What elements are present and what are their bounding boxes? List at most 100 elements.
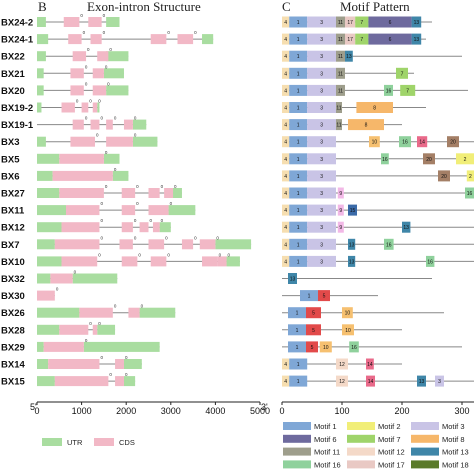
panel-c-title: Motif Pattern [340,0,410,14]
gene-label: BX3 [1,137,19,148]
gene-structure: 0 0 0 0 0 [37,235,252,250]
motif-number: 5 [312,311,315,317]
cds-block [48,359,100,369]
motif-block [282,67,290,79]
motif-legend-label: Motif 1 [314,422,337,431]
phase-label: 0 [138,252,141,257]
phase-label: 0 [114,304,117,309]
gene-label: BX20 [1,86,25,97]
panel-b-axis: 5' 3' 0 1000 2000 3000 4000 5000 [30,401,270,416]
motif-block [342,324,354,336]
phase-label: 0 [105,184,108,189]
gene-label: BX5 [1,154,20,165]
phase-label: 0 [89,321,92,326]
motif-row: 13 [282,273,432,284]
utr-block [132,136,158,147]
gene-structure: 0 [37,167,129,181]
phase-label: 0 [134,116,137,121]
motif-block [289,102,308,113]
cds-block [72,119,84,130]
motif-block [282,33,290,45]
gene-label: BX27 [1,189,25,200]
motif-block [282,102,290,113]
motif-block [307,187,336,199]
motif-block [345,16,356,28]
motif-number: 16 [351,345,357,351]
phase-label: 0 [167,30,170,35]
phase-label: 0 [109,372,112,377]
motif-block [289,119,308,131]
phase-label: 0 [100,235,103,240]
utr-block [37,307,80,318]
utr-block [37,136,46,147]
phase-label: 0 [96,133,99,138]
motif-block [466,170,474,182]
motif-legend-swatch [411,460,439,469]
motif-block [336,375,348,387]
axis-tick-label: 100 [334,406,349,416]
phase-label: 0 [105,64,108,69]
motif-block [381,153,389,165]
motif-block [435,375,444,387]
utr-block [37,376,55,387]
motif-number: 1 [297,123,300,129]
motif-block [282,204,290,216]
cds-block [139,222,149,233]
motif-block [289,375,308,387]
cds-block [70,136,95,147]
gene-label: BX24-2 [1,18,33,29]
motif-number: 3 [320,54,323,60]
motif-number: 3 [438,379,441,385]
phase-label: 0 [85,338,88,343]
motif-block [282,375,290,387]
motif-block [348,204,357,216]
motif-number: 16 [382,157,388,163]
gene-label: BX22 [1,52,25,63]
gene-label: BX26 [1,308,25,319]
motif-block [289,358,308,370]
motif-number: 4 [284,242,287,248]
phase-label: 0 [141,304,144,309]
cds-block [202,256,218,267]
motif-legend-swatch [347,447,375,456]
motif-number: 7 [406,88,409,94]
cds-block [90,119,100,130]
cds-block [148,188,160,198]
utr-block [106,51,129,62]
cds-block [123,119,133,130]
motif-block [426,255,435,267]
motif-number: 1 [297,191,300,197]
motif-block [307,221,336,233]
motif-number: 16 [386,242,392,248]
motif-number: 12 [339,379,345,385]
gene-label: BX10 [1,257,25,268]
motif-row: 4 1 12 14 13 3 [282,375,474,387]
motif-number: 10 [372,140,378,146]
gene-label: BX28 [1,325,25,336]
motif-number: 1 [297,208,300,214]
motif-legend-label: Motif 17 [378,460,405,469]
cds-block [70,85,84,96]
cds-block [50,273,73,284]
cds-block [61,222,100,233]
motif-legend-label: Motif 2 [378,422,401,431]
motif-row: 4 1 3 13 16 [282,255,474,267]
motif-block [288,273,297,284]
motif-number: 3 [320,174,323,180]
motif-row: 1 5 10 [282,307,444,319]
motif-number: 7 [401,71,404,77]
motif-number: 3 [320,123,323,129]
motif-number: 3 [320,259,323,265]
motif-block [355,16,369,28]
motif-number: 20 [426,157,432,163]
motif-block [356,102,393,113]
axis-tick-label: 3000 [161,406,181,416]
motif-block [306,341,318,353]
motif-block [411,33,422,45]
motif-block [289,50,308,62]
motif-block [384,238,394,250]
motif-block [336,119,342,131]
motif-number: 20 [450,140,456,146]
